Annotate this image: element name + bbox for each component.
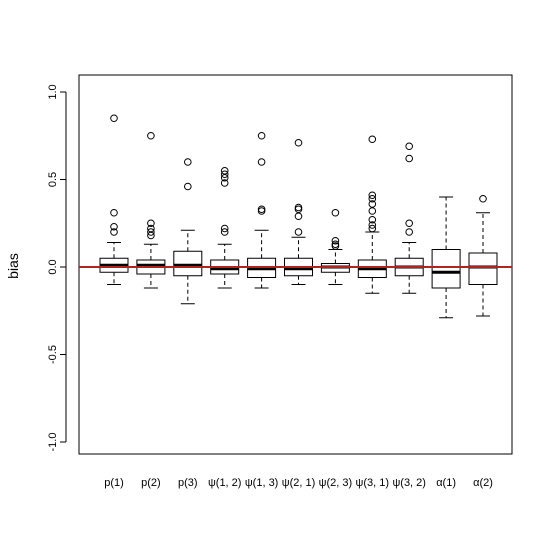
outlier-point [368, 215, 377, 224]
outlier-point [331, 208, 340, 217]
y-tick-label: 1.0 [47, 84, 59, 99]
outlier-point [405, 142, 414, 151]
x-tick-label: α(1) [436, 477, 456, 489]
outlier-point [368, 224, 377, 233]
box-iqr [431, 249, 461, 289]
outlier-point [405, 219, 414, 228]
box-iqr [173, 250, 203, 277]
boxplot-10 [431, 196, 461, 319]
y-tick-label: 0.5 [47, 172, 59, 187]
outlier-point [294, 203, 303, 212]
outlier-point [110, 228, 118, 236]
y-axis-title: bias [5, 253, 21, 279]
box-iqr [468, 252, 498, 285]
outlier-point [147, 131, 155, 140]
boxplot-11 [468, 194, 498, 317]
outlier-point [184, 182, 192, 191]
x-tick-label: ψ(2, 1) [282, 477, 316, 489]
outlier-point [110, 222, 118, 231]
outlier-point [405, 154, 414, 163]
y-tick-label: 0.0 [47, 259, 59, 274]
box-group [99, 114, 498, 319]
outlier-point [110, 208, 118, 217]
outlier-point [110, 114, 118, 123]
outlier-point [257, 158, 266, 166]
x-tick-label: p(3) [178, 477, 198, 489]
outlier-point [220, 166, 229, 175]
boxplot-7 [320, 208, 350, 285]
outlier-point [368, 207, 377, 215]
y-tick-label: -1.0 [47, 433, 59, 452]
y-tick-label: -0.5 [47, 345, 59, 364]
outlier-point [257, 131, 266, 140]
outlier-point [331, 236, 340, 245]
boxplot-9 [394, 142, 424, 294]
outlier-point [368, 194, 377, 203]
outlier-point [405, 228, 414, 236]
outlier-point [220, 170, 229, 179]
outlier-point [331, 240, 340, 249]
boxplot-1 [99, 114, 129, 285]
outlier-point [294, 212, 303, 221]
boxplot-4 [210, 166, 240, 289]
x-tick-label: ψ(3, 2) [392, 477, 426, 489]
boxplot-3 [173, 158, 203, 305]
outlier-point [147, 228, 155, 236]
outlier-point [294, 138, 303, 147]
outlier-point [479, 194, 487, 203]
boxplot-2 [136, 131, 166, 289]
x-tick-label: ψ(3, 1) [356, 477, 390, 489]
boxplot-6 [284, 138, 313, 285]
outlier-point [220, 224, 229, 233]
outlier-point [184, 158, 192, 166]
x-tick-label: p(1) [104, 477, 124, 489]
outlier-point [220, 228, 229, 236]
outlier-point [368, 135, 377, 144]
y-axis: -1.0 -0.5 0.0 0.5 1.0 [47, 84, 67, 452]
outlier-point [294, 228, 303, 236]
x-tick-label: ψ(1, 3) [245, 477, 279, 489]
outlier-point [368, 191, 377, 200]
outlier-point [220, 179, 229, 187]
boxplot-5 [247, 131, 277, 289]
outlier-point [147, 219, 155, 228]
outlier-point [368, 200, 377, 208]
outlier-point [147, 224, 155, 233]
x-tick-label: ψ(1, 2) [208, 477, 242, 489]
x-tick-label: ψ(2, 3) [319, 477, 353, 489]
boxplot-8 [357, 135, 387, 294]
x-tick-label: α(2) [473, 477, 493, 489]
plot-frame [78, 74, 513, 455]
outlier-point [368, 221, 377, 229]
x-tick-label: p(2) [141, 477, 161, 489]
x-axis: p(1) p(2) p(3) ψ(1, 2) ψ(1, 3) ψ(2, 1) ψ(2, 3)… [104, 477, 493, 489]
outlier-point [257, 205, 266, 214]
